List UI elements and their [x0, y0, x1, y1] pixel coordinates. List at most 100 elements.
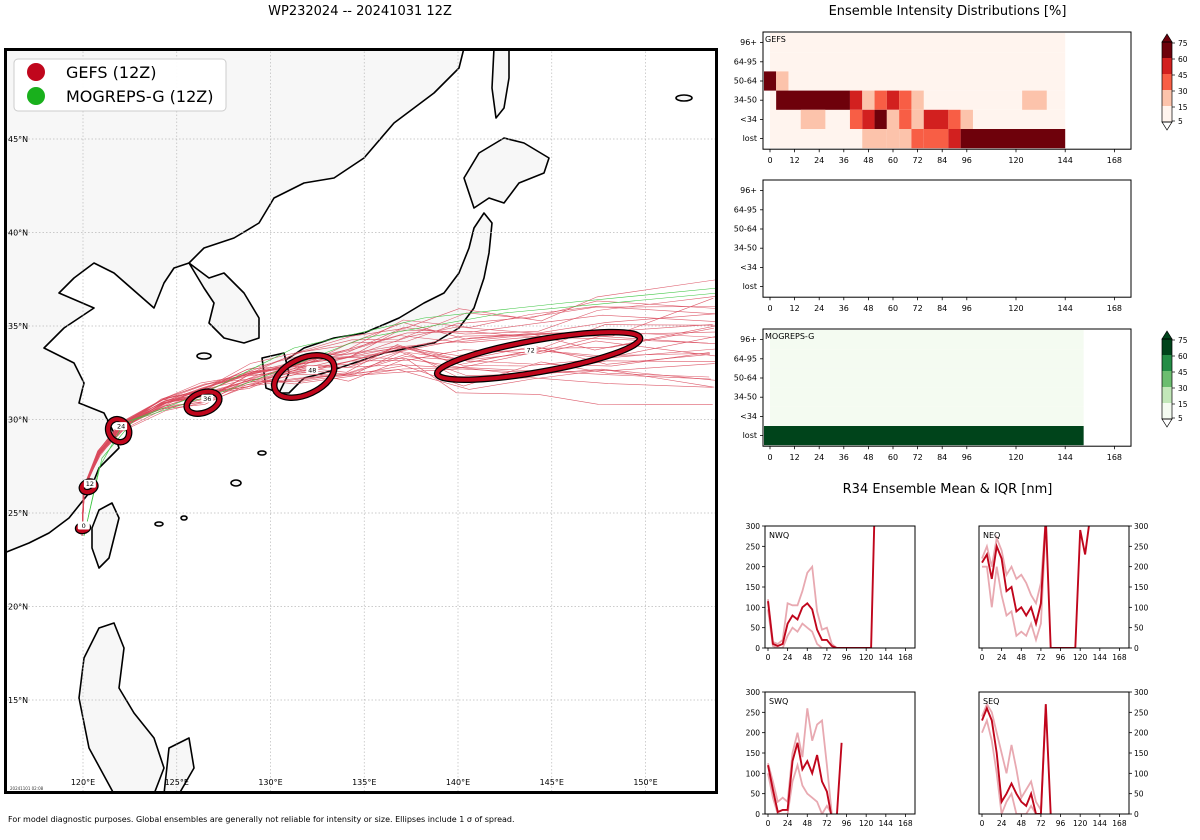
intensity-panel: 96+ 64-95 50-64 34-50 <34 lost 0 12 24 36 48 60 72 84… [734, 328, 1132, 462]
r34-y-tick: 0 [1134, 810, 1139, 819]
lat-label: 35°N [8, 322, 28, 331]
r34-x-tick: 168 [1112, 653, 1127, 662]
row-label: lost [743, 431, 757, 440]
r34-x-tick: 168 [898, 653, 913, 662]
r34-x-tick: 24 [997, 819, 1007, 828]
heatmap-cell [899, 90, 912, 110]
ellipse-hour-label: 24 [117, 423, 125, 431]
lat-labels: 45°N 40°N 35°N 30°N 25°N 20°N 15°N [8, 135, 28, 705]
lon-labels: 120°E 125°E 130°E 135°E 140°E 145°E 150°E [71, 778, 658, 787]
x-tick-label: 120 [1008, 453, 1023, 462]
x-tick-label: 0 [767, 156, 772, 165]
ellipse-hour-label: 0 [82, 522, 86, 530]
ellipse-label-bg [83, 479, 96, 488]
x-tick-label: 12 [790, 156, 800, 165]
heatmap-cell [923, 129, 949, 149]
r34-mean-line [767, 742, 843, 814]
x-tick-label: 0 [767, 453, 772, 462]
heatmap-cell [770, 52, 1066, 72]
x-tick-label: 84 [937, 156, 947, 165]
island-3 [180, 515, 188, 521]
hokkaido [463, 137, 550, 209]
heatmap-cell [899, 109, 912, 129]
row-label: <34 [740, 115, 757, 124]
colorbar-tick: 60 [1178, 352, 1188, 361]
colorbar: 75 60 45 30 15 5 [1161, 330, 1188, 428]
heatmap-cell [770, 349, 1084, 369]
r34-iqr-upper [767, 564, 842, 648]
x-tick-label: 144 [1058, 156, 1073, 165]
x-tick-label: 96 [962, 453, 972, 462]
map-legend: GEFS (12Z) MOGREPS-G (12Z) [13, 58, 227, 112]
x-tick-label: 96 [962, 304, 972, 313]
ryukyu-2 [257, 450, 267, 456]
lon-label: 135°E [352, 778, 376, 787]
lon-label: 130°E [258, 778, 282, 787]
heatmap-cell [770, 387, 1084, 407]
row-label: 50-64 [734, 225, 757, 234]
r34-title: R34 Ensemble Mean & IQR [nm] [842, 482, 1053, 497]
lon-label: 140°E [446, 778, 470, 787]
x-tick-label: 120 [1008, 156, 1023, 165]
heatmap-cell [776, 90, 850, 110]
x-tick-label: 96 [962, 156, 972, 165]
r34-x-tick: 96 [1056, 653, 1066, 662]
x-tick-label: 0 [767, 304, 772, 313]
legend-swatch-mogreps [27, 87, 45, 105]
row-label: 64-95 [734, 354, 757, 363]
r34-x-tick: 72 [1036, 819, 1046, 828]
heatmap-cell [911, 129, 924, 149]
map-frame [4, 48, 718, 794]
r34-x-tick: 24 [783, 819, 793, 828]
heatmap-cell [923, 109, 949, 129]
heatmap-cell [899, 129, 912, 149]
ellipse-label-bg [115, 422, 128, 431]
x-tick-label: 24 [814, 156, 824, 165]
lon-label: 145°E [540, 778, 564, 787]
r34-x-tick: 0 [766, 653, 771, 662]
luzon [78, 622, 165, 794]
r34-y-tick: 200 [1134, 729, 1149, 738]
heatmap-cell [862, 90, 875, 110]
colorbar-segment [1162, 90, 1172, 106]
row-label: lost [743, 282, 757, 291]
heatmap-cell [1022, 90, 1047, 110]
lat-label: 20°N [8, 603, 28, 612]
heatmap-cell [874, 90, 887, 110]
r34-y-tick: 100 [1134, 769, 1149, 778]
r34-x-tick: 144 [1093, 819, 1108, 828]
heatmap-cell [886, 109, 900, 129]
heatmap-frame [762, 31, 1132, 150]
map-grid [4, 48, 718, 794]
heatmap-cell [948, 129, 961, 149]
x-tick-label: 84 [937, 304, 947, 313]
row-label: <34 [740, 412, 757, 421]
row-label: 50-64 [734, 374, 757, 383]
r34-y-tick: 50 [750, 624, 760, 633]
r34-mean-line [767, 526, 876, 648]
colorbar-segment [1162, 355, 1172, 371]
heatmap-cell [960, 129, 1066, 149]
x-tick-label: 36 [839, 156, 849, 165]
x-tick-label: 60 [888, 453, 898, 462]
lon-label: 150°E [633, 778, 657, 787]
r34-y-tick: 300 [746, 688, 761, 697]
ryukyu-1 [230, 479, 242, 487]
r34-mean-line [981, 526, 1090, 648]
heatmap-cell [800, 109, 826, 129]
x-tick-label: 168 [1107, 453, 1122, 462]
row-label: 96+ [740, 186, 757, 195]
ellipse-label-bg [306, 366, 319, 375]
r34-x-tick: 72 [1036, 653, 1046, 662]
panel-name: GEFS [765, 35, 786, 44]
heatmap-cell [911, 90, 924, 110]
x-tick-label: 48 [863, 156, 873, 165]
ellipse-hour-label: 12 [86, 480, 94, 488]
heatmap-frame [762, 328, 1132, 447]
colorbar-tick: 5 [1178, 414, 1183, 423]
r34-iqr-lower [982, 526, 1047, 644]
r34-x-tick: 24 [997, 653, 1007, 662]
row-label: 96+ [740, 38, 757, 47]
r34-y-tick: 300 [1134, 688, 1149, 697]
colorbar: 75 60 45 30 15 5 [1161, 33, 1188, 131]
